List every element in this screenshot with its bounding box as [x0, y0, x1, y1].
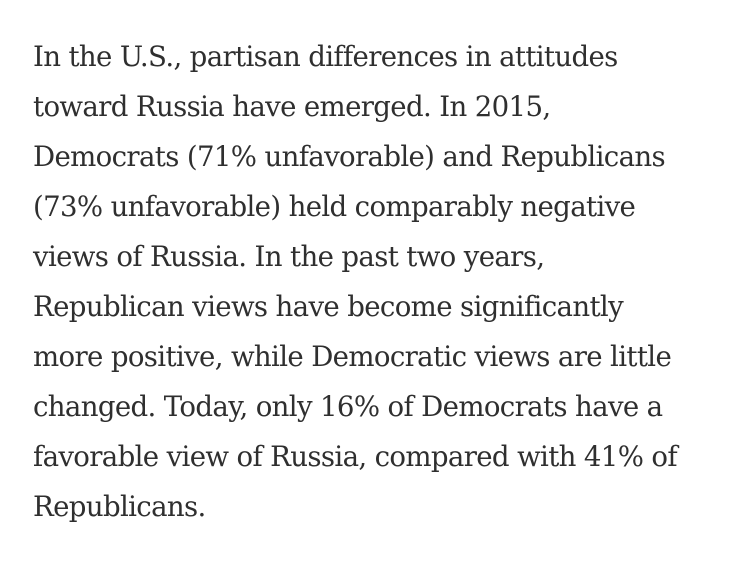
article-body: In the U.S., partisan differences in att…: [33, 32, 733, 532]
paragraph-line: Republican views have become significant…: [33, 290, 624, 323]
paragraph-line: toward Russia have emerged. In 2015,: [33, 90, 551, 123]
paragraph-line: In the U.S., partisan differences in att…: [33, 40, 618, 73]
paragraph-line: (73% unfavorable) held comparably negati…: [33, 190, 636, 223]
paragraph-line: views of Russia. In the past two years,: [33, 240, 545, 273]
paragraph-line: favorable view of Russia, compared with …: [33, 440, 678, 473]
paragraph-line: Democrats (71% unfavorable) and Republic…: [33, 140, 666, 173]
paragraph: In the U.S., partisan differences in att…: [33, 32, 733, 532]
paragraph-line: more positive, while Democratic views ar…: [33, 340, 672, 373]
paragraph-line: changed. Today, only 16% of Democrats ha…: [33, 390, 663, 423]
paragraph-line: Republicans.: [33, 490, 206, 523]
